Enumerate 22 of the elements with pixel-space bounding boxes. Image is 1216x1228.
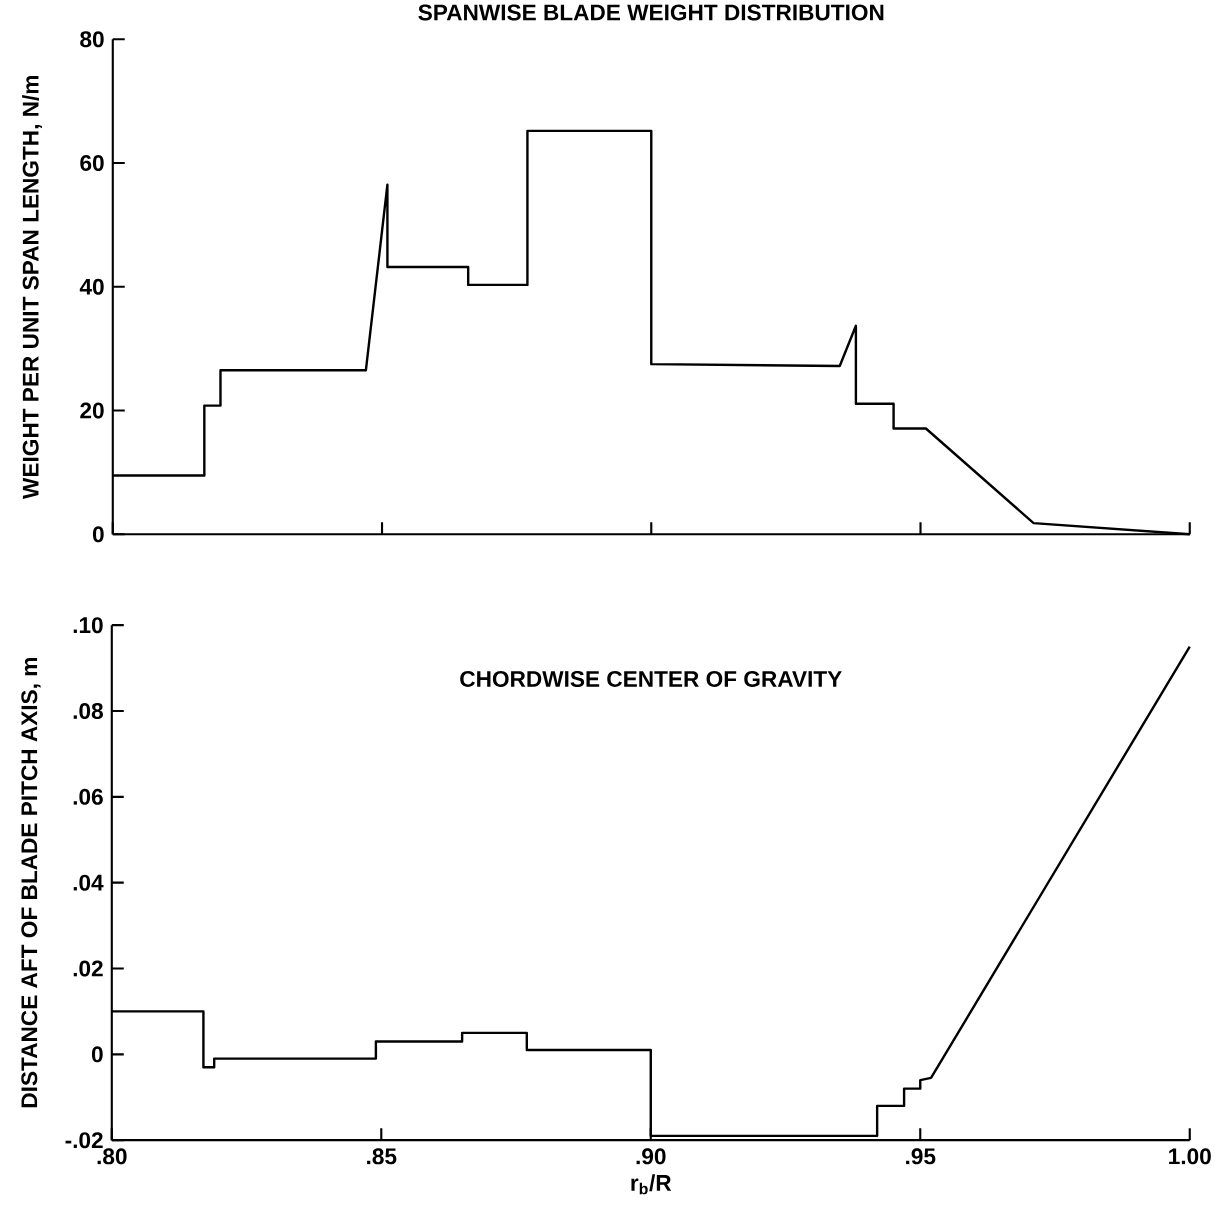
text: CHORDWISE CENTER OF GRAVITY (460, 670, 842, 687)
x-tick-label: 1.00 (1169, 1148, 1211, 1165)
y-axis-title: DISTANCE AFT OF BLADE PITCH AXIS, m (21, 658, 41, 1108)
x-tick-label: .80 (97, 1148, 127, 1165)
y-tick-label: 40 (79, 278, 104, 295)
y-tick-label: 20 (80, 402, 104, 419)
x-axis-title: r$_{b}$/R (631, 1174, 672, 1195)
y-tick-label: 0 (91, 1046, 103, 1063)
y-axis-title: WEIGHT PER UNIT SPAN LENGTH, N/m (21, 75, 42, 499)
y-tick-label: 60 (80, 155, 104, 172)
y-tick-label: .02 (73, 960, 103, 977)
y-tick-label: .10 (73, 617, 103, 634)
x-tick-label: .85 (367, 1148, 397, 1165)
y-tick-label: 0 (92, 526, 104, 543)
x-tick-label: .95 (905, 1148, 936, 1165)
x-tick-label: .90 (636, 1148, 666, 1165)
y-tick-label: 80 (80, 31, 104, 48)
y-tick-label: .04 (73, 874, 104, 891)
chart-title: SPANWISE BLADE WEIGHT DISTRIBUTION (418, 4, 884, 21)
y-tick-label: .06 (73, 788, 103, 805)
y-tick-label: .08 (73, 702, 103, 719)
y-tick-label: -.02 (65, 1132, 103, 1149)
